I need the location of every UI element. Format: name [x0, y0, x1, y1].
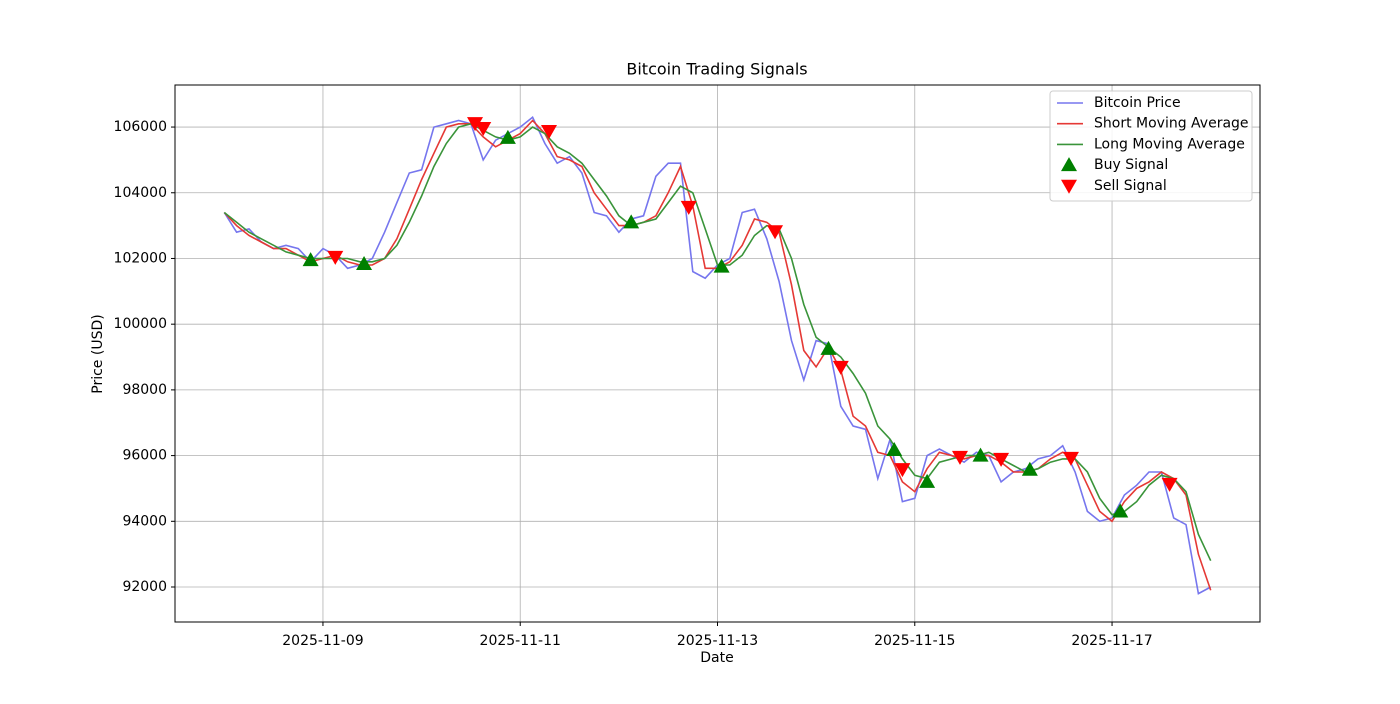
signal-marker [1021, 461, 1038, 476]
y-tick-label: 92000 [122, 579, 167, 595]
signal-marker [540, 124, 557, 139]
signal-marker [972, 447, 989, 462]
signal-marker [820, 340, 837, 355]
chart-title: Bitcoin Trading Signals [626, 60, 807, 79]
signal-marker [886, 442, 903, 457]
signal-marker [713, 258, 730, 273]
y-tick-label: 96000 [122, 448, 167, 464]
signal-marker [993, 452, 1010, 467]
legend-swatch [1061, 179, 1077, 194]
signal-marker [302, 252, 319, 267]
signal-marker [475, 122, 492, 137]
y-tick-label: 100000 [114, 316, 167, 332]
y-tick-label: 102000 [114, 250, 167, 266]
signal-marker [919, 473, 936, 488]
signal-marker [1062, 451, 1079, 466]
signal-marker [951, 450, 968, 465]
x-tick-label: 2025-11-17 [1071, 633, 1152, 649]
signal-marker [1112, 503, 1129, 518]
legend-label: Sell Signal [1094, 178, 1167, 194]
y-tick-label: 106000 [114, 119, 167, 135]
legend-swatch [1061, 157, 1077, 172]
signal-marker [832, 360, 849, 375]
x-tick-label: 2025-11-11 [480, 633, 561, 649]
legend-label: Bitcoin Price [1094, 95, 1181, 111]
legend-label: Short Moving Average [1094, 116, 1249, 132]
signal-marker [1161, 477, 1178, 492]
x-tick-label: 2025-11-13 [677, 633, 758, 649]
plot-frame [174, 84, 1261, 623]
signal-marker [680, 200, 697, 215]
signal-marker [327, 250, 344, 265]
x-tick-label: 2025-11-09 [282, 633, 363, 649]
y-tick-label: 104000 [114, 185, 167, 201]
legend-label: Long Moving Average [1094, 136, 1245, 152]
x-tick-label: 2025-11-15 [874, 633, 955, 649]
line [223, 122, 1212, 562]
y-tick-label: 98000 [122, 382, 167, 398]
signal-marker [623, 214, 640, 229]
y-axis-label: Price (USD) [90, 314, 106, 393]
legend-label: Buy Signal [1094, 157, 1168, 173]
y-tick-label: 94000 [122, 513, 167, 529]
signal-marker [356, 256, 373, 271]
x-axis-label: Date [700, 650, 733, 666]
signal-marker [767, 225, 784, 240]
signal-marker [499, 129, 516, 144]
signal-marker [894, 463, 911, 478]
signal-marker [467, 117, 484, 132]
legend-box [1049, 90, 1253, 202]
